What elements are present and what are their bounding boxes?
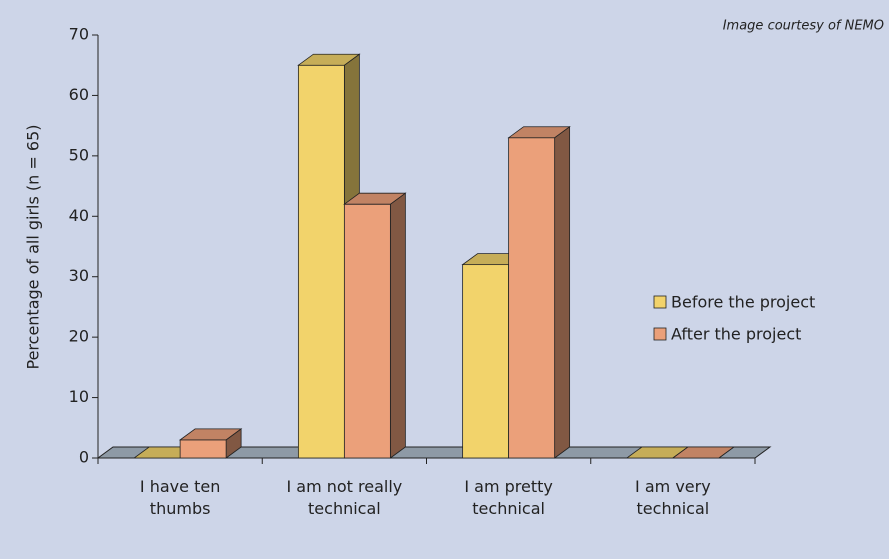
y-axis-label: Percentage of all girls (n = 65) <box>24 125 43 370</box>
legend-swatch <box>653 295 667 309</box>
x-tick-label: I am pretty technical <box>464 477 553 518</box>
y-tick-label: 40 <box>69 206 89 225</box>
y-tick-label: 50 <box>69 145 89 164</box>
y-tick-label: 30 <box>69 266 89 285</box>
bar-top <box>507 126 571 139</box>
bar-top <box>671 446 736 459</box>
bar-side <box>389 192 406 459</box>
bar-side <box>554 125 571 459</box>
x-tick-label: I have ten thumbs <box>139 477 221 518</box>
y-tick-label: 0 <box>79 448 89 467</box>
bar-top <box>343 192 407 205</box>
x-tick-label: I am very technical <box>635 477 711 518</box>
bar-top <box>178 428 243 441</box>
legend-label: After the project <box>671 325 801 344</box>
y-tick-label: 20 <box>69 327 89 346</box>
bar-top <box>297 53 361 66</box>
y-tick-label: 10 <box>69 387 89 406</box>
bar <box>179 439 227 459</box>
y-tick-label: 60 <box>69 85 89 104</box>
y-tick-label: 70 <box>69 25 89 44</box>
x-tick-label: I am not really technical <box>286 477 403 518</box>
bar <box>297 64 345 459</box>
legend-swatch <box>653 327 667 341</box>
annotation: Image courtesy of NEMO <box>723 19 884 34</box>
bar <box>508 137 556 459</box>
bar <box>343 203 391 459</box>
legend-label: Before the project <box>671 293 815 312</box>
bar <box>462 264 510 459</box>
